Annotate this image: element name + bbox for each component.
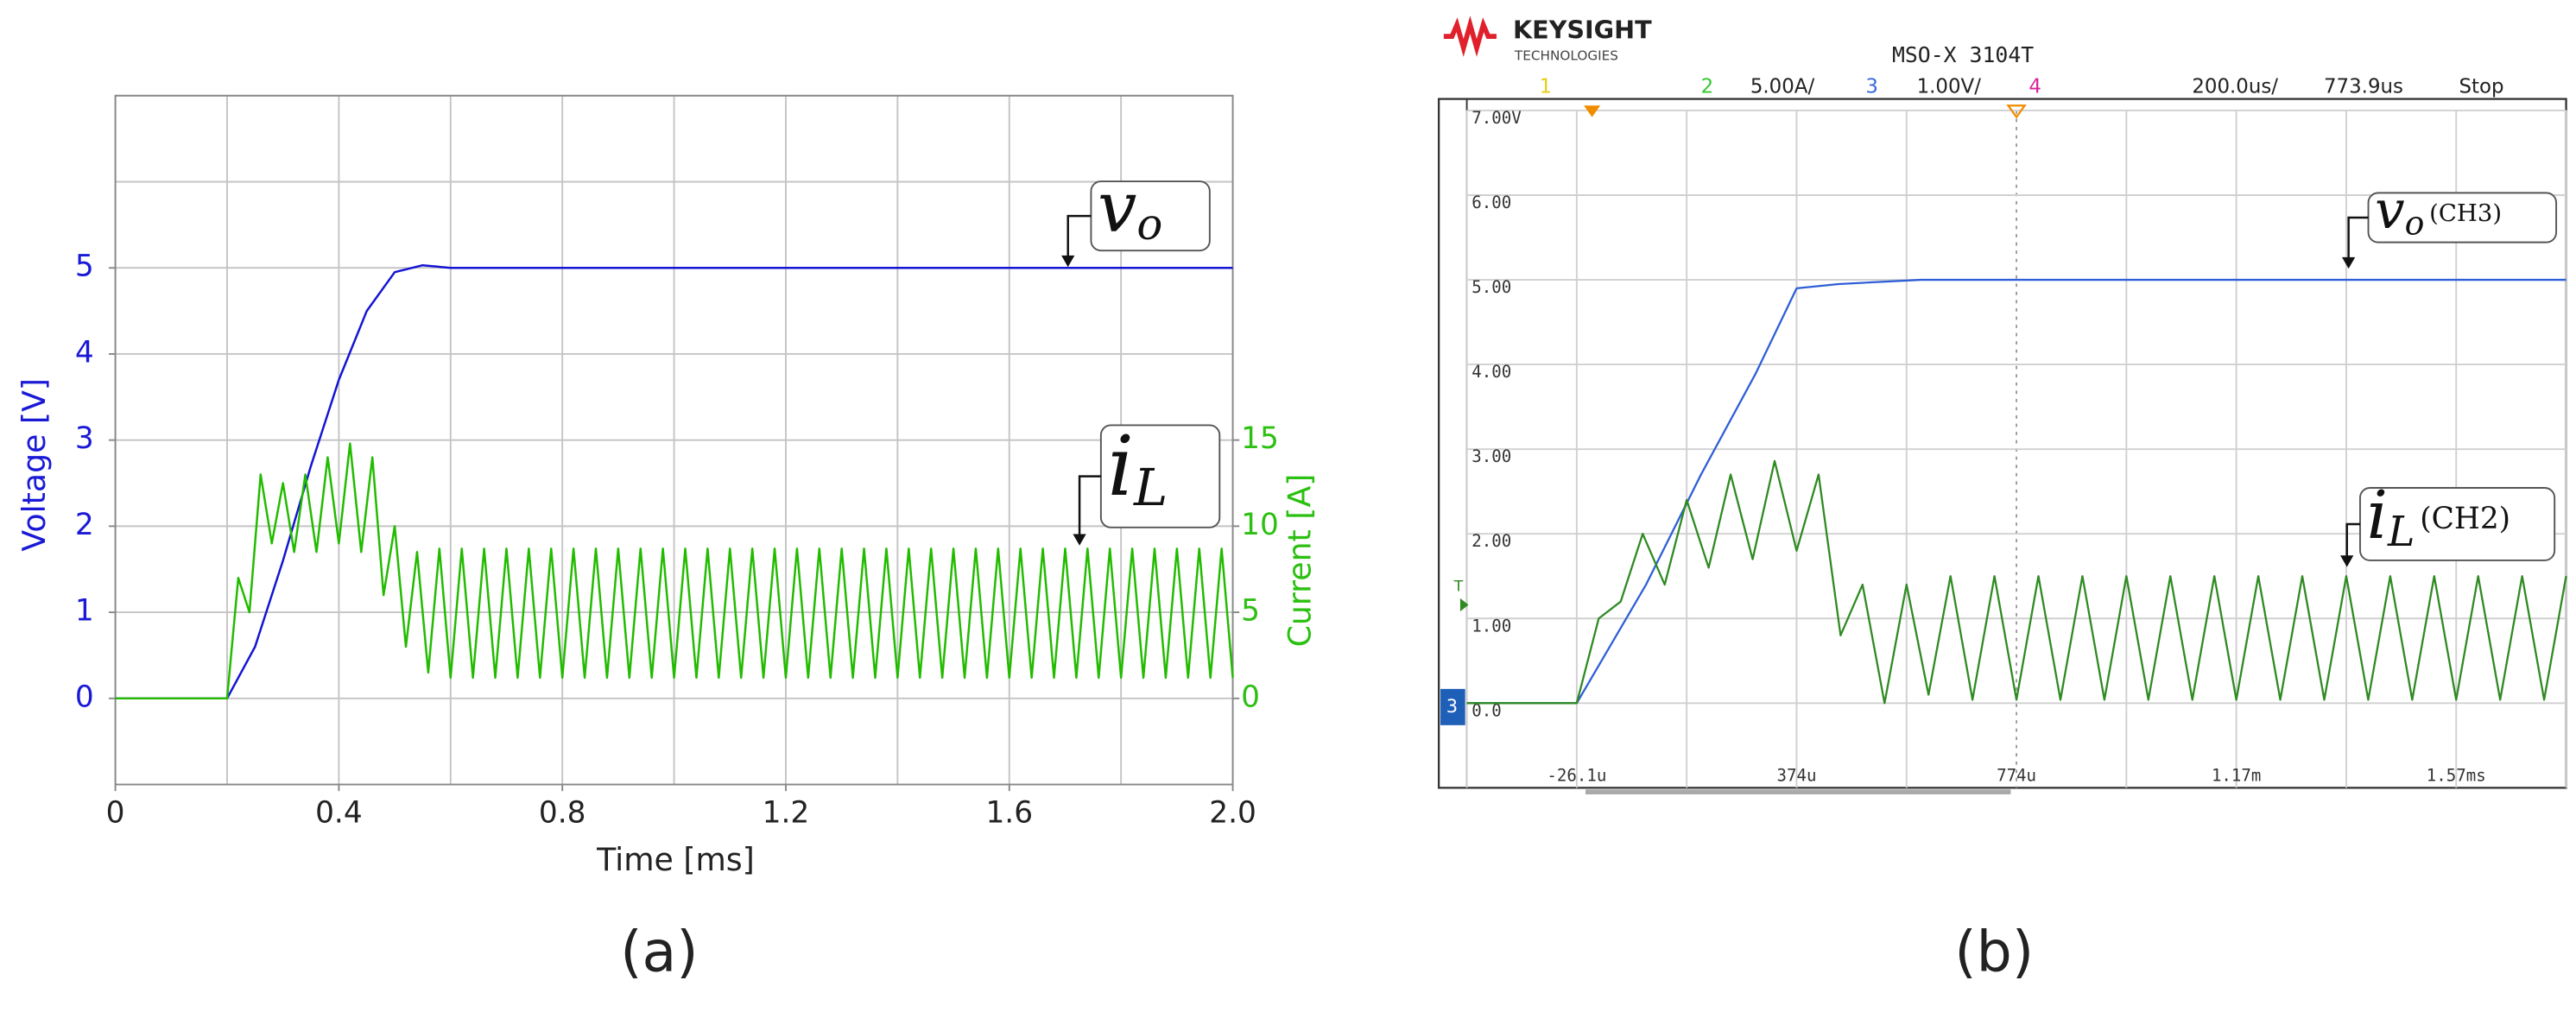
y-tick-label: 0.0 bbox=[1472, 701, 1501, 720]
delay: 773.9us bbox=[2324, 76, 2403, 98]
annotation: vo bbox=[1098, 167, 1162, 250]
scope-header: KEYSIGHT TECHNOLOGIES MSO-X 3104T 1 2 5.… bbox=[1443, 15, 2504, 98]
data-line bbox=[115, 442, 1234, 700]
arrow-head bbox=[2341, 256, 2356, 269]
x-tick-label: 1.6 bbox=[985, 795, 1033, 830]
annotation-subscript: L bbox=[1133, 457, 1168, 516]
brand: KEYSIGHT bbox=[1513, 15, 1652, 44]
data-line bbox=[115, 263, 1233, 700]
annotation-note: (CH3) bbox=[2429, 199, 2502, 227]
y-tick-label: 7.00V bbox=[1472, 109, 1521, 128]
trigger-marker bbox=[1584, 105, 1601, 117]
channel-number: 1 bbox=[1540, 76, 1553, 98]
x-tick-label: 2.0 bbox=[1209, 795, 1256, 830]
ground-marker-box bbox=[1440, 688, 1465, 725]
trigger-arrow bbox=[1459, 598, 1469, 612]
annotation-arrow bbox=[1078, 475, 1101, 536]
channel-scale: 1.00V/ bbox=[1917, 76, 1982, 98]
arrow-head bbox=[1061, 255, 1075, 268]
annotation-subscript: o bbox=[2405, 204, 2425, 242]
annotation-subscript: o bbox=[1136, 199, 1162, 250]
caption: (a) bbox=[620, 920, 698, 985]
channel-number: 3 bbox=[1865, 76, 1878, 98]
y-tick-label: 5.00 bbox=[1472, 278, 1511, 297]
annotation-arrow bbox=[2345, 522, 2360, 558]
annotation: vo (CH3) bbox=[2375, 180, 2502, 242]
y-tick-label: 5 bbox=[75, 250, 94, 284]
brand-logo bbox=[1443, 16, 1497, 57]
annotation-symbol: i bbox=[2367, 478, 2388, 554]
channel-number: 4 bbox=[2029, 76, 2041, 98]
run-status: Stop bbox=[2459, 76, 2503, 98]
channel-scale: 5.00A/ bbox=[1750, 76, 1815, 98]
x-tick-label: -26.1u bbox=[1547, 766, 1606, 785]
channel-number: 2 bbox=[1701, 76, 1714, 98]
y2-tick-label: 10 bbox=[1241, 508, 1279, 542]
x-tick-label: 0 bbox=[106, 795, 125, 830]
y2-tick-label: 5 bbox=[1241, 594, 1260, 629]
timebase: 200.0us/ bbox=[2192, 76, 2278, 98]
scroll-bar bbox=[1585, 789, 2011, 794]
x-tick-label: 1.17m bbox=[2212, 766, 2261, 785]
y-tick-label: 3 bbox=[75, 421, 94, 456]
caption: (b) bbox=[1954, 920, 2034, 985]
y-tick-label: 2.00 bbox=[1472, 532, 1511, 551]
model: MSO-X 3104T bbox=[1892, 42, 2034, 67]
annotation-symbol: v bbox=[1098, 167, 1136, 247]
y-tick-label: 1 bbox=[75, 594, 94, 629]
annotation-note: (CH2) bbox=[2420, 502, 2510, 536]
y-tick-label: 3.00 bbox=[1472, 447, 1511, 466]
brand-sub: TECHNOLOGIES bbox=[1514, 47, 1618, 63]
y2-tick-label: 15 bbox=[1241, 421, 1279, 456]
x-axis-label: Time [ms] bbox=[596, 841, 755, 878]
annotation-arrow bbox=[1066, 214, 1092, 257]
annotation: iL (CH2) bbox=[2367, 478, 2510, 556]
y-tick-label: 1.00 bbox=[1472, 617, 1511, 636]
y-tick-label: 0 bbox=[75, 680, 94, 714]
y-tick-label: 4 bbox=[75, 335, 94, 370]
ground-marker: 3 bbox=[1446, 696, 1458, 717]
y-tick-label: 6.00 bbox=[1472, 193, 1511, 212]
x-tick-label: 0.4 bbox=[315, 795, 363, 830]
y2-tick-label: 0 bbox=[1241, 680, 1260, 714]
arrow-head bbox=[2340, 555, 2354, 567]
y2-axis-label: Current [A] bbox=[1282, 474, 1319, 648]
trigger-marker bbox=[2006, 104, 2027, 119]
x-tick-label: 1.2 bbox=[763, 795, 810, 830]
annotation: iL bbox=[1108, 418, 1168, 517]
arrow-head bbox=[1073, 534, 1086, 546]
annotation-subscript: L bbox=[2387, 509, 2415, 556]
y-tick-label: 4.00 bbox=[1472, 363, 1511, 382]
annotation-arrow bbox=[2347, 216, 2369, 259]
x-tick-label: 774u bbox=[1997, 766, 2036, 785]
data-line bbox=[1466, 459, 2567, 705]
y-tick-label: 2 bbox=[75, 508, 94, 542]
annotation-symbol: v bbox=[2375, 180, 2405, 241]
x-tick-label: 0.8 bbox=[539, 795, 586, 830]
x-tick-label: 1.57ms bbox=[2427, 766, 2486, 785]
annotation-symbol: i bbox=[1108, 418, 1135, 515]
x-tick-label: 374u bbox=[1776, 766, 1816, 785]
y-axis-label: Voltage [V] bbox=[16, 378, 53, 552]
trigger-level: T bbox=[1453, 579, 1464, 596]
data-line bbox=[1466, 278, 2567, 705]
